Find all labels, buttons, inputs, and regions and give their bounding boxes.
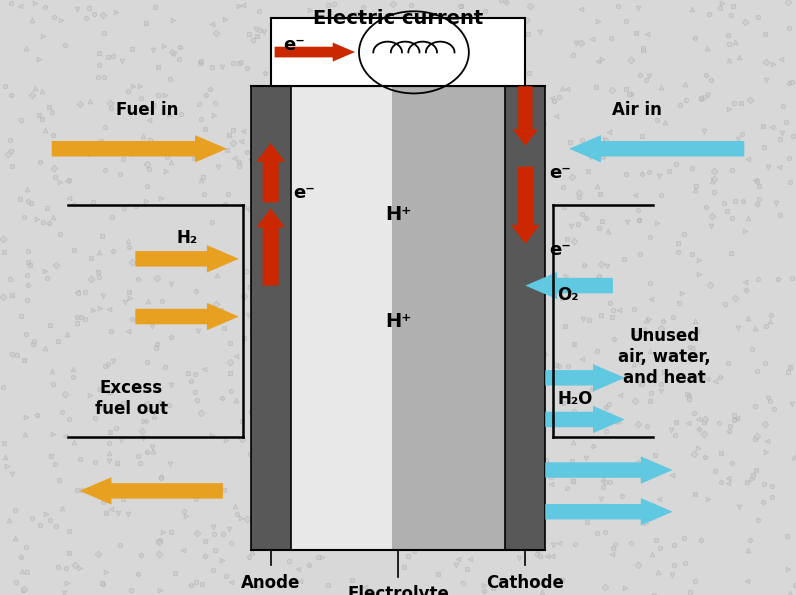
FancyArrow shape xyxy=(256,143,285,202)
FancyArrow shape xyxy=(275,43,355,61)
FancyArrow shape xyxy=(52,135,227,162)
Text: Air in: Air in xyxy=(612,101,661,119)
Bar xyxy=(291,86,505,550)
Text: Anode: Anode xyxy=(241,574,300,592)
Text: e⁻: e⁻ xyxy=(549,241,571,259)
Text: e⁻: e⁻ xyxy=(549,164,571,181)
FancyArrow shape xyxy=(545,456,673,484)
Text: H⁺: H⁺ xyxy=(384,312,412,331)
Text: e⁻: e⁻ xyxy=(293,184,314,202)
Text: Fuel in: Fuel in xyxy=(116,101,178,119)
Bar xyxy=(251,86,291,550)
Text: Electric current: Electric current xyxy=(313,9,483,28)
FancyArrow shape xyxy=(545,406,625,433)
FancyArrow shape xyxy=(135,245,239,273)
Text: O₂: O₂ xyxy=(557,286,579,303)
FancyArrow shape xyxy=(545,364,625,392)
Text: Excess
fuel out: Excess fuel out xyxy=(95,379,168,418)
Text: e⁻: e⁻ xyxy=(283,36,306,54)
FancyArrow shape xyxy=(513,86,538,146)
FancyArrow shape xyxy=(256,208,285,286)
Text: H₂O: H₂O xyxy=(557,390,592,408)
Text: H₂: H₂ xyxy=(177,229,197,247)
Bar xyxy=(271,18,525,86)
FancyArrow shape xyxy=(545,498,673,525)
FancyArrow shape xyxy=(135,303,239,330)
Bar xyxy=(291,86,392,550)
Text: Cathode: Cathode xyxy=(486,574,564,592)
FancyArrow shape xyxy=(525,272,613,299)
FancyArrow shape xyxy=(511,167,540,244)
Text: H⁺: H⁺ xyxy=(384,205,412,224)
FancyArrow shape xyxy=(80,477,223,505)
Text: Electrolyte: Electrolyte xyxy=(347,585,449,595)
Text: Unused
air, water,
and heat: Unused air, water, and heat xyxy=(618,327,711,387)
FancyArrow shape xyxy=(569,135,744,162)
Bar xyxy=(505,86,545,550)
